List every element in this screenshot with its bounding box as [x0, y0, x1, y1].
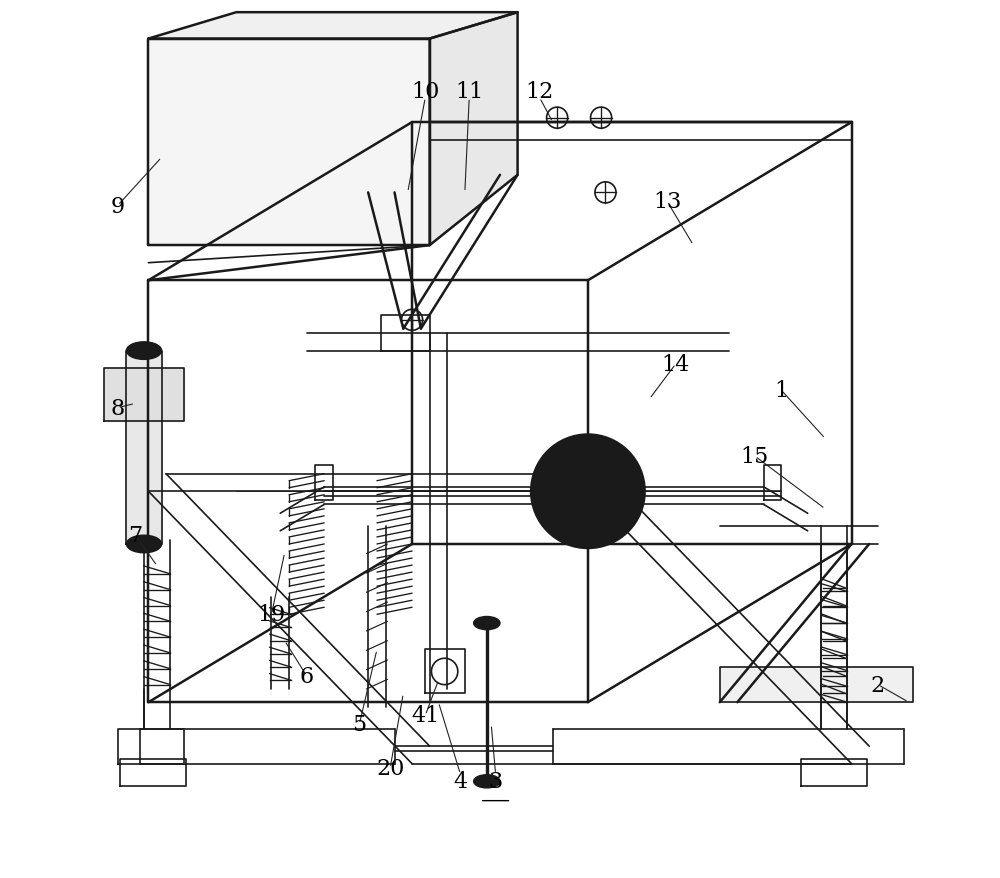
- Ellipse shape: [126, 342, 162, 360]
- Text: 4: 4: [453, 770, 468, 793]
- Text: 1: 1: [774, 379, 788, 402]
- Polygon shape: [148, 13, 518, 40]
- Circle shape: [531, 435, 645, 549]
- Text: 6: 6: [300, 665, 314, 687]
- Polygon shape: [425, 650, 465, 694]
- Text: 41: 41: [411, 704, 439, 727]
- Text: 9: 9: [111, 195, 125, 218]
- Text: 12: 12: [525, 81, 554, 104]
- Ellipse shape: [474, 616, 500, 630]
- Text: 10: 10: [411, 81, 439, 104]
- Text: 7: 7: [128, 524, 142, 547]
- Text: 5: 5: [352, 713, 366, 736]
- Text: 2: 2: [871, 673, 885, 696]
- Polygon shape: [118, 729, 184, 764]
- Text: 20: 20: [376, 757, 404, 780]
- Polygon shape: [315, 465, 333, 500]
- Polygon shape: [126, 351, 162, 544]
- Text: 13: 13: [653, 191, 681, 213]
- Text: 19: 19: [257, 603, 286, 626]
- Polygon shape: [801, 759, 867, 786]
- Polygon shape: [430, 13, 518, 246]
- Polygon shape: [720, 667, 913, 702]
- Polygon shape: [120, 759, 186, 786]
- Text: 14: 14: [662, 353, 690, 376]
- Polygon shape: [104, 369, 184, 421]
- Ellipse shape: [126, 536, 162, 553]
- Polygon shape: [764, 465, 781, 500]
- Text: 11: 11: [455, 81, 483, 104]
- Ellipse shape: [474, 775, 500, 788]
- Polygon shape: [381, 316, 430, 351]
- Text: 8: 8: [111, 397, 125, 420]
- Polygon shape: [148, 40, 430, 246]
- Text: 15: 15: [741, 445, 769, 468]
- Text: 3: 3: [488, 770, 503, 793]
